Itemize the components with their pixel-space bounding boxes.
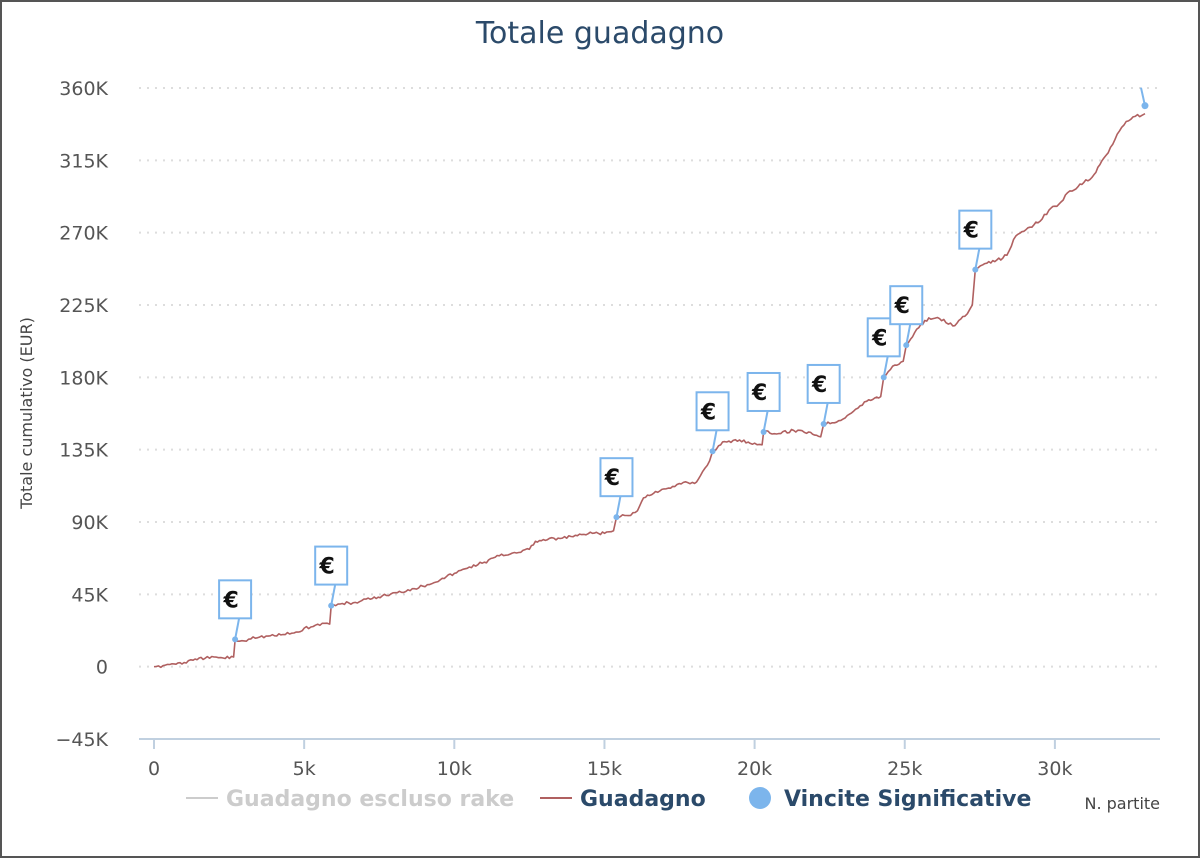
x-axis: 0 5k 10k 15k 20k 25k 30k	[139, 738, 1160, 780]
marker-stem	[711, 430, 718, 452]
marker-dot	[903, 342, 910, 349]
x-tick-label: 25k	[887, 758, 922, 780]
euro-icon: €	[871, 326, 887, 351]
euro-icon: €	[700, 400, 716, 425]
legend-label: Guadagno escluso rake	[226, 787, 514, 812]
marker-flag	[314, 545, 349, 586]
legend-label: Guadagno	[580, 787, 706, 812]
y-tick-label: 135K	[59, 440, 108, 462]
marker-stem	[905, 323, 912, 346]
y-tick-label: 45K	[71, 584, 108, 606]
marker-dot	[328, 602, 335, 609]
marker-flag	[958, 209, 993, 250]
legend-label: Vincite Significative	[784, 787, 1031, 812]
marker-flag	[866, 317, 901, 358]
euro-icon: €	[604, 466, 620, 491]
significant-win-marker[interactable]: €	[218, 579, 253, 643]
marker-dot	[709, 448, 716, 455]
x-tick-label: 5k	[293, 758, 316, 780]
y-tick-label: 90K	[71, 512, 108, 534]
legend-item[interactable]: Guadagno escluso rake	[186, 787, 514, 812]
marker-dot	[972, 266, 979, 273]
legend-symbol	[749, 787, 771, 809]
euro-icon: €	[319, 555, 335, 580]
euro-icon: €	[894, 294, 910, 319]
marker-dot	[760, 428, 767, 435]
marker-flag	[599, 457, 634, 498]
marker-dot	[820, 420, 827, 427]
marker-flag	[746, 371, 781, 412]
euro-icon: €	[811, 373, 827, 398]
y-tick-label: 270K	[59, 223, 108, 245]
y-tick-label: 180K	[59, 367, 108, 389]
marker-flag	[218, 579, 253, 620]
marker-dot	[1141, 102, 1149, 110]
marker-flag	[889, 285, 924, 326]
y-tick-label: 360K	[59, 78, 108, 100]
y-axis-ticks: −45K 0 45K 90K 135K 180K 225K 270K 315K 360K	[55, 78, 108, 751]
x-tick-label: 0	[148, 758, 160, 780]
chart-title: Totale guadagno	[475, 16, 724, 51]
marker-flag	[695, 391, 730, 432]
markers-layer: € € € € € € € € €	[218, 87, 1149, 643]
y-tick-label: 315K	[59, 150, 108, 172]
euro-icon: €	[963, 219, 979, 244]
x-axis-label: N. partite	[1084, 794, 1160, 813]
significant-win-marker[interactable]: €	[806, 363, 841, 427]
significant-win-marker[interactable]: €	[746, 371, 781, 435]
significant-win-marker[interactable]: €	[958, 209, 993, 273]
significant-win-marker[interactable]	[1140, 87, 1149, 110]
marker-dot	[880, 374, 887, 381]
x-tick-label: 10k	[437, 758, 472, 780]
marker-stem	[330, 584, 337, 606]
marker-stem	[974, 248, 981, 270]
euro-icon: €	[751, 381, 767, 406]
marker-dot	[613, 514, 620, 521]
series-line-guadagno	[153, 112, 1146, 669]
significant-win-marker[interactable]: €	[314, 545, 349, 609]
marker-stem	[822, 402, 829, 425]
marker-stem	[234, 618, 241, 640]
legend-item[interactable]: Guadagno	[540, 787, 706, 812]
x-tick-label: 20k	[737, 758, 772, 780]
significant-win-marker[interactable]: €	[889, 285, 924, 349]
x-tick-label: 15k	[587, 758, 622, 780]
y-tick-label: 225K	[59, 295, 108, 317]
significant-win-marker[interactable]: €	[695, 391, 730, 455]
significant-win-marker[interactable]: €	[866, 317, 901, 381]
y-tick-label: −45K	[55, 729, 108, 751]
y-tick-label: 0	[96, 657, 108, 679]
marker-stem	[615, 495, 622, 518]
y-axis-label: Totale cumulativo (EUR)	[17, 317, 36, 510]
marker-stem	[762, 410, 769, 433]
series-layer	[153, 112, 1146, 669]
marker-stem	[882, 356, 889, 378]
legend[interactable]: Guadagno escluso rake Guadagno Vincite Sig…	[186, 787, 1031, 812]
euro-icon: €	[222, 588, 238, 613]
marker-flag	[806, 363, 841, 404]
legend-item[interactable]: Vincite Significative	[749, 787, 1031, 812]
significant-win-marker[interactable]: €	[599, 457, 634, 521]
marker-dot	[232, 636, 239, 643]
x-tick-label: 30k	[1037, 758, 1072, 780]
grid-lines	[139, 87, 1160, 668]
